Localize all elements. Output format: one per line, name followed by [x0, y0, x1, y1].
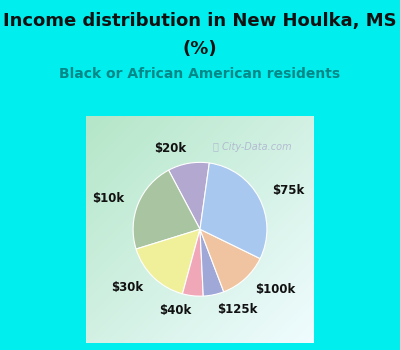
Text: $100k: $100k — [255, 283, 295, 296]
Text: $20k: $20k — [154, 142, 186, 155]
Text: Income distribution in New Houlka, MS: Income distribution in New Houlka, MS — [3, 12, 397, 30]
Text: $125k: $125k — [217, 303, 257, 316]
Wedge shape — [200, 229, 260, 292]
Wedge shape — [200, 229, 224, 296]
Text: $75k: $75k — [272, 184, 304, 197]
Text: $40k: $40k — [159, 304, 191, 317]
Wedge shape — [182, 229, 203, 296]
Text: $30k: $30k — [111, 281, 143, 294]
Wedge shape — [133, 170, 200, 249]
Text: ⓘ City-Data.com: ⓘ City-Data.com — [213, 142, 292, 152]
Wedge shape — [200, 163, 267, 259]
Text: $10k: $10k — [92, 192, 124, 205]
Wedge shape — [136, 229, 200, 294]
Text: Black or African American residents: Black or African American residents — [60, 67, 340, 81]
Text: (%): (%) — [183, 40, 217, 58]
Wedge shape — [168, 162, 209, 229]
